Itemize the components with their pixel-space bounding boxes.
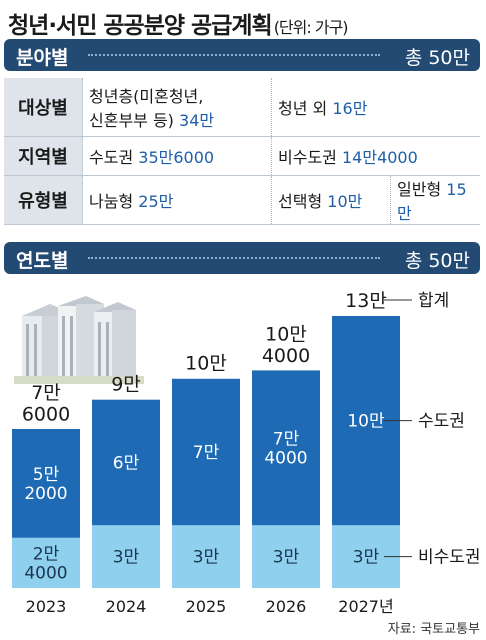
segment-label: 2만 4000 [24, 544, 67, 583]
bar-segment-metro [172, 378, 240, 526]
apartment-illustration [14, 296, 144, 384]
cell-value: 14만4000 [341, 147, 418, 167]
table-row: 유형별 나눔형 25만 선택형 10만 일반형 15만 [4, 175, 480, 225]
source-note: 자료: 국토교통부 [387, 622, 480, 637]
total-label: 7만 6000 [22, 382, 70, 425]
segment-label: 3만 [273, 548, 300, 568]
total-label: 13만 [345, 290, 387, 312]
bar-segment-metro [92, 399, 160, 526]
legend-label: 수도권 [418, 412, 465, 432]
table-row: 지역별 수도권 35만6000 비수도권 14만4000 [4, 136, 480, 176]
segment-label: 3만 [113, 548, 140, 568]
section-header-field: 분야별 총 50만 [4, 39, 480, 71]
legend-label: 비수도권 [418, 548, 481, 568]
table-cell: 청년층(미혼청년, 신혼부부 등) 34만 [82, 78, 272, 137]
segment-label: 3만 [193, 548, 220, 568]
unit-label: (단위: 가구) [273, 18, 349, 37]
row-header: 지역별 [4, 136, 83, 176]
table-cell: 청년 외 16만 [271, 78, 480, 137]
cell-value: 16만 [332, 98, 368, 118]
section-label: 연도별 [16, 250, 69, 272]
bar-segment-nonmetro [252, 525, 320, 588]
cell-value: 25만 [138, 191, 174, 211]
x-tick-label: 2024 [106, 597, 147, 616]
table-cell: 나눔형 25만 [82, 175, 272, 225]
row-header: 유형별 [4, 175, 83, 225]
chart-title: 청년·서민 공공분양 공급계획 (단위: 가구) [8, 13, 349, 39]
stacked-bar-chart: 2만 4000 5만 2000 7만 6000 2023 3만 6만 9만 2024 3만 7만 10만 2… [12, 290, 481, 616]
table-row: 대상별 청년층(미혼청년, 신혼부부 등) 34만 청년 외 16만 [4, 78, 480, 137]
cell-label: 수도권 [89, 147, 134, 167]
cell-value: 15만 [397, 179, 467, 223]
x-tick-label: 2027년 [338, 597, 393, 616]
segment-label: 6만 [113, 454, 140, 474]
cell-label: 나눔형 [89, 191, 134, 211]
dotted-divider [88, 54, 380, 56]
bar-segment-metro [12, 428, 80, 538]
x-tick-label: 2023 [26, 597, 67, 616]
bar-segment-nonmetro [12, 537, 80, 588]
row-header: 대상별 [4, 78, 83, 137]
total-label: 10만 [185, 353, 227, 375]
segment-label: 7만 [193, 443, 220, 463]
legend-label: 합계 [418, 291, 449, 311]
x-tick-label: 2026 [266, 597, 307, 616]
table-cell: 수도권 35만6000 [82, 136, 272, 176]
segment-label: 3만 [353, 548, 380, 568]
dotted-divider [88, 257, 380, 259]
cell-value: 35만6000 [138, 147, 215, 167]
bar-segment-metro [252, 370, 320, 526]
total-label: 10만 4000 [262, 324, 310, 367]
segment-label: 7만 4000 [264, 429, 307, 468]
segment-label: 5만 2000 [24, 465, 67, 504]
breakdown-table: 대상별 청년층(미혼청년, 신혼부부 등) 34만 청년 외 16만 지역별 수… [4, 78, 480, 225]
bar-segment-nonmetro [172, 525, 240, 588]
table-cell: 일반형 15만 [390, 175, 480, 225]
total-label: 9만 [111, 374, 141, 396]
cell-label: 청년층(미혼청년, 신혼부부 등) [89, 86, 204, 130]
table-cell: 비수도권 14만4000 [271, 136, 480, 176]
section-header-year: 연도별 총 50만 [4, 242, 480, 274]
cell-label: 비수도권 [278, 147, 337, 167]
section-total: 총 50만 [404, 250, 470, 272]
cell-label: 청년 외 [278, 98, 328, 118]
cell-label: 일반형 [397, 179, 442, 199]
cell-value: 34만 [179, 110, 215, 130]
bar-segment-nonmetro [92, 525, 160, 588]
cell-label: 선택형 [278, 191, 323, 211]
cell-value: 10만 [327, 191, 363, 211]
segment-label: 10만 [347, 412, 385, 432]
x-tick-label: 2025 [186, 597, 227, 616]
table-cell: 선택형 10만 [271, 175, 391, 225]
section-label: 분야별 [16, 47, 69, 69]
section-total: 총 50만 [404, 47, 470, 69]
